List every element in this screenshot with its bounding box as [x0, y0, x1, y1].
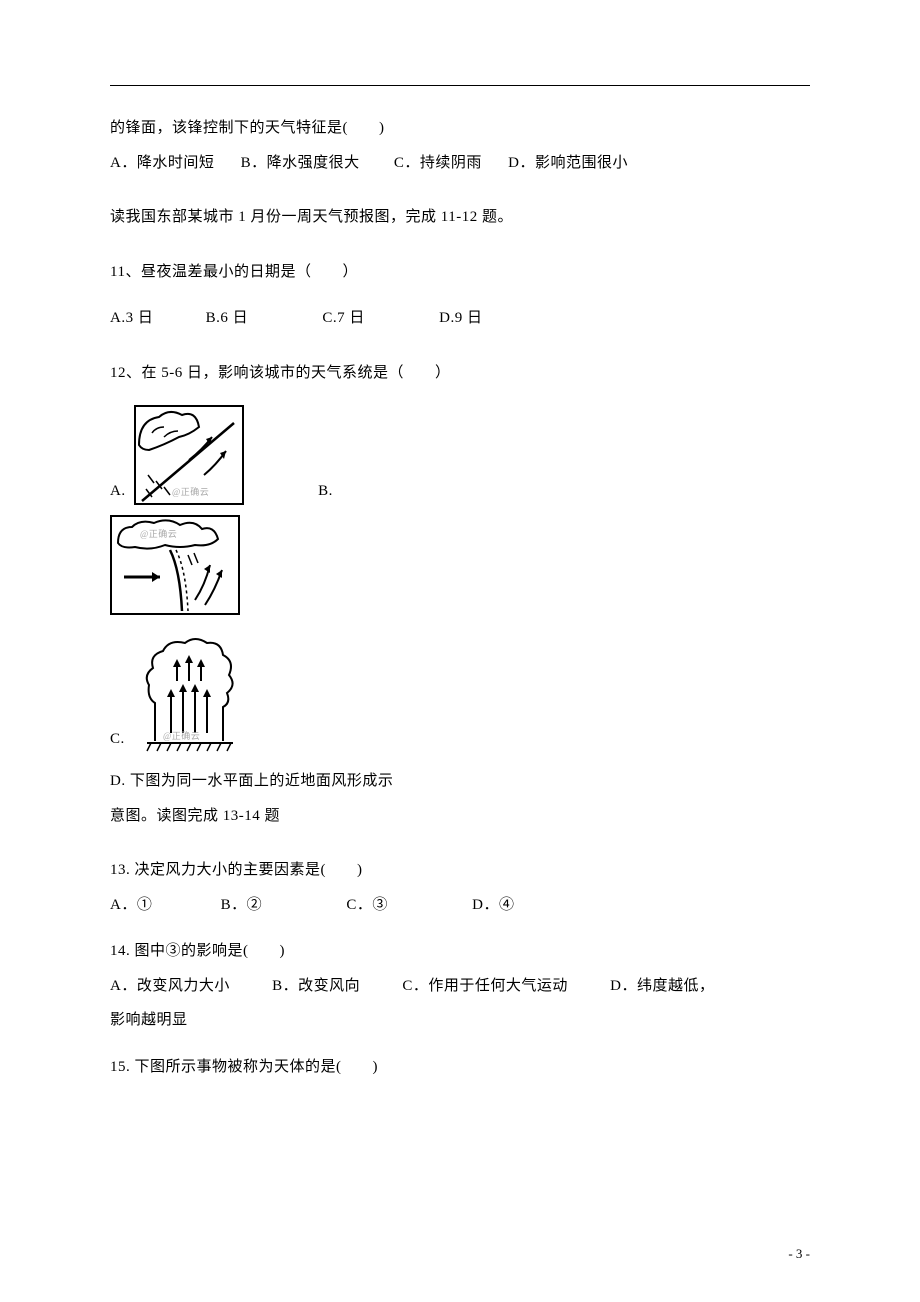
q14-opt-b: B．改变风向: [272, 972, 360, 1001]
q13-options: A．① B．② C．③ D．④: [110, 891, 810, 920]
watermark-text: @正确云: [172, 486, 209, 497]
q12-row-c: C.: [110, 633, 810, 753]
q13-opt-c: C．③: [346, 891, 388, 920]
watermark-text: @正确云: [140, 528, 177, 539]
q14-opt-d: D．纬度越低，: [610, 972, 714, 1001]
q10-opt-a: A．降水时间短: [110, 149, 214, 178]
q12-opt-a-label: A.: [110, 477, 126, 506]
q14-opt-a: A．改变风力大小: [110, 972, 230, 1001]
q11-opt-b: B.6 日: [206, 304, 249, 333]
q13-opt-b: B．②: [221, 891, 263, 920]
intro-11-12: 读我国东部某城市 1 月份一周天气预报图，完成 11-12 题。: [110, 203, 810, 232]
warm-front-icon: @正确云: [134, 405, 244, 505]
q12-diagram-b: @正确云: [110, 515, 240, 615]
q10-options: A．降水时间短 B．降水强度很大 C．持续阴雨 D．影响范围很小: [110, 149, 810, 178]
q14-stem: 14. 图中③的影响是( ): [110, 937, 810, 966]
q12-opt-c-label: C.: [110, 725, 125, 754]
q12-opt-d: D. 下图为同一水平面上的近地面风形成示: [110, 767, 810, 796]
q10: 的锋面，该锋控制下的天气特征是( ) A．降水时间短 B．降水强度很大 C．持续…: [110, 114, 810, 177]
q14-opt-c: C．作用于任何大气运动: [402, 972, 568, 1001]
q13-opt-a: A．①: [110, 891, 152, 920]
q12-row-b: @正确云: [110, 515, 810, 615]
q12-opt-b-label: B.: [318, 477, 333, 506]
q13-opt-d: D．④: [472, 891, 514, 920]
q11-stem: 11、昼夜温差最小的日期是（ ）: [110, 258, 810, 287]
page-number: - 3 -: [788, 1246, 810, 1262]
q15-stem: 15. 下图所示事物被称为天体的是( ): [110, 1053, 810, 1082]
q11-opt-d: D.9 日: [439, 304, 482, 333]
q12-diagram-a: @正确云: [134, 405, 244, 505]
q14-options: A．改变风力大小 B．改变风向 C．作用于任何大气运动 D．纬度越低，: [110, 972, 810, 1001]
q12-diagram-c: @正确云: [135, 633, 245, 753]
q10-stem-cont: 的锋面，该锋控制下的天气特征是( ): [110, 114, 810, 143]
cold-front-icon: @正确云: [110, 515, 240, 615]
q10-opt-c: C．持续阴雨: [394, 149, 482, 178]
convection-icon: @正确云: [135, 633, 245, 753]
q10-opt-d: D．影响范围很小: [508, 149, 628, 178]
q12-stem: 12、在 5-6 日，影响该城市的天气系统是（ ）: [110, 359, 810, 388]
q10-opt-b: B．降水强度很大: [241, 149, 360, 178]
q12-row-a: A. @正确云 B.: [110, 405, 810, 505]
q11-opt-c: C.7 日: [322, 304, 365, 333]
document-page: 的锋面，该锋控制下的天气特征是( ) A．降水时间短 B．降水强度很大 C．持续…: [0, 0, 920, 1302]
q13-stem: 13. 决定风力大小的主要因素是( ): [110, 856, 810, 885]
watermark-text: @正确云: [163, 730, 200, 741]
header-rule: [110, 85, 810, 86]
q12-opt-d-cont: 意图。读图完成 13-14 题: [110, 802, 810, 831]
q11: 11、昼夜温差最小的日期是（ ） A.3 日 B.6 日 C.7 日 D.9 日: [110, 258, 810, 333]
q11-options: A.3 日 B.6 日 C.7 日 D.9 日: [110, 304, 810, 333]
q14-cont: 影响越明显: [110, 1006, 810, 1035]
q11-opt-a: A.3 日: [110, 304, 153, 333]
